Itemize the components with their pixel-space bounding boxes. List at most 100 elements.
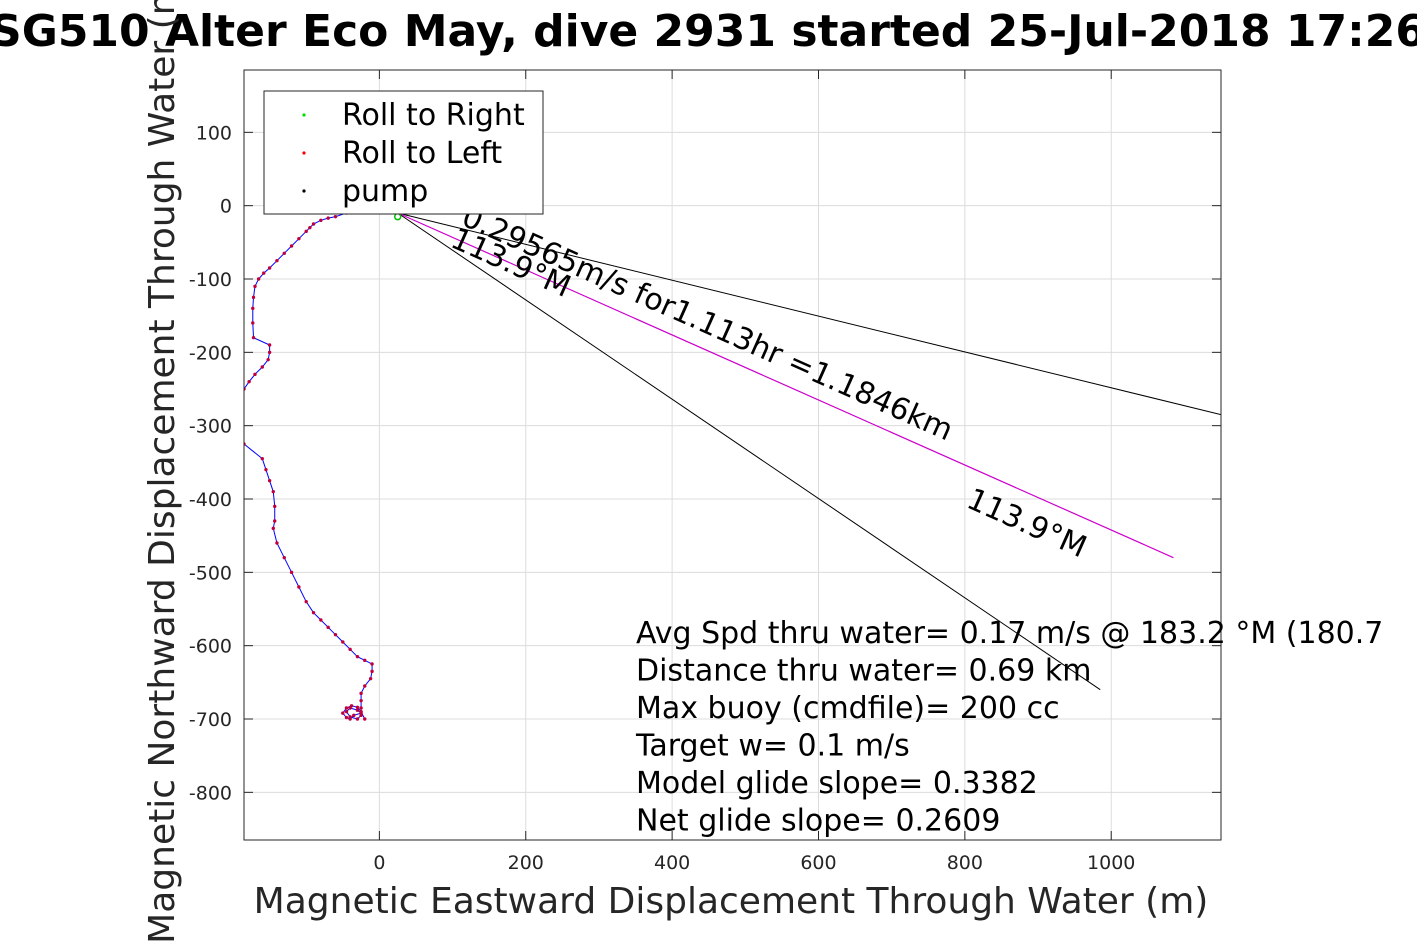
track-point — [266, 357, 270, 362]
legend-marker-pump — [302, 189, 306, 193]
track-point — [355, 717, 360, 721]
track-point — [260, 365, 264, 369]
chart-title: SG510 Alter Eco May, dive 2931 started 2… — [0, 6, 1417, 57]
y-tick-label: -100 — [189, 269, 232, 291]
track-point — [231, 409, 234, 412]
track-point — [359, 698, 363, 703]
summary-line: Distance thru water= 0.69 km — [636, 654, 1091, 689]
track-point — [251, 321, 255, 325]
track-point — [267, 343, 272, 347]
track-point — [275, 541, 279, 545]
track-point — [359, 691, 363, 696]
track-point — [273, 519, 277, 523]
track-point — [251, 306, 255, 311]
track-point — [344, 715, 349, 720]
track-point — [267, 478, 272, 483]
track-point — [251, 335, 256, 340]
x-tick-label: 600 — [800, 852, 836, 874]
track-point — [359, 706, 363, 710]
y-tick-label: 100 — [196, 122, 232, 144]
track-point — [352, 713, 356, 718]
track-point — [326, 625, 330, 630]
legend-box — [263, 90, 544, 215]
track-point — [333, 632, 338, 637]
track-point — [297, 236, 301, 241]
track-point — [271, 526, 275, 531]
track-point — [349, 704, 354, 708]
track-point — [341, 640, 345, 644]
track-point — [297, 585, 301, 589]
track-point — [344, 709, 349, 714]
track-point — [359, 709, 363, 714]
summary-line: Net glide slope= 0.2609 — [636, 804, 1000, 839]
axes-box — [243, 69, 1222, 841]
track-point — [289, 570, 294, 575]
ticks: 0 200 400 600 800 10001000-100-200-300-400-50… — [189, 70, 1221, 874]
track-point — [253, 284, 257, 289]
track-point — [355, 705, 360, 709]
legend-marker-roll-right — [302, 113, 306, 117]
summary-line: Model glide slope= 0.3382 — [636, 766, 1038, 801]
track-point — [341, 711, 345, 715]
track-point — [311, 222, 316, 226]
track-point — [235, 402, 238, 405]
y-tick-label: -200 — [189, 342, 232, 364]
track-point — [308, 225, 312, 230]
legend-label-pump: pump — [342, 174, 428, 209]
x-axis-label: Magnetic Eastward Displacement Through W… — [254, 881, 1209, 922]
track-point — [333, 214, 338, 219]
summary-line: Target w= 0.1 m/s — [635, 729, 910, 764]
y-axis-label: Magnetic Northward Displacement Through … — [142, 0, 183, 944]
track-point — [304, 599, 308, 604]
legend-marker-roll-left — [302, 151, 306, 155]
track-point — [348, 647, 352, 652]
track-point — [247, 379, 251, 384]
y-tick-label: -500 — [189, 562, 232, 584]
x-tick-label: 1000 — [1087, 852, 1135, 874]
legend-label-roll-left: Roll to Left — [342, 136, 502, 171]
y-tick-label: -600 — [189, 636, 232, 658]
x-tick-label: 200 — [508, 852, 544, 874]
legend-label-roll-right: Roll to Right — [342, 98, 525, 133]
track-point — [262, 271, 266, 275]
track-point — [267, 266, 272, 270]
track-point — [304, 229, 308, 234]
track-point — [251, 295, 256, 300]
plot-series — [231, 211, 1221, 721]
y-tick-label: -300 — [189, 416, 232, 438]
track-point — [368, 676, 373, 681]
y-tick-label: -400 — [189, 489, 232, 511]
track-point — [267, 350, 272, 355]
track-point — [363, 658, 367, 663]
legend: Roll to Right Roll to Left pump — [263, 90, 544, 215]
track-point — [256, 277, 261, 281]
track-point — [282, 555, 286, 560]
summary-line: Avg Spd thru water= 0.17 m/s @ 183.2 °M … — [636, 616, 1383, 651]
x-tick-label: 800 — [947, 852, 983, 874]
track-point — [348, 717, 352, 721]
track-point — [253, 372, 257, 377]
y-tick-label: -800 — [189, 782, 232, 804]
track-point — [273, 504, 277, 509]
track-point — [344, 706, 349, 710]
track-point — [239, 395, 242, 398]
y-tick-label: -700 — [189, 709, 232, 731]
line-current — [397, 212, 1221, 416]
track-point — [275, 258, 279, 263]
track-point — [319, 618, 323, 622]
x-tick-label: 400 — [654, 852, 690, 874]
track-point — [289, 244, 294, 248]
line-heading — [397, 212, 1101, 691]
track-point — [282, 251, 286, 256]
x-tick-label: 0 — [373, 852, 385, 874]
track-point — [311, 610, 316, 615]
track-point — [355, 708, 360, 712]
track-point — [363, 717, 367, 721]
y-tick-label: 0 — [220, 196, 232, 218]
summary-text: Avg Spd thru water= 0.17 m/s @ 183.2 °M … — [635, 616, 1383, 839]
track-point — [264, 467, 268, 472]
track-point — [326, 216, 330, 220]
track-point — [363, 684, 367, 688]
summary-line: Max buoy (cmdfile)= 200 cc — [636, 691, 1060, 726]
